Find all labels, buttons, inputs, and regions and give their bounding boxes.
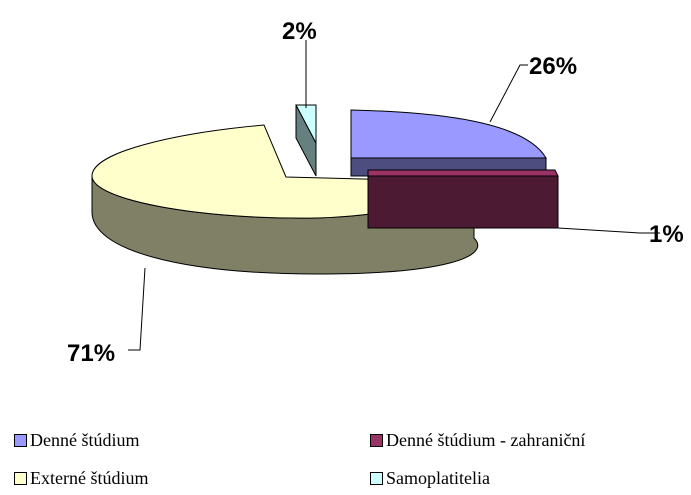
slice-denne-zahranicni — [367, 169, 559, 229]
legend-item-denne-studium: Denné štúdium — [14, 430, 140, 451]
legend-label-denne-zahranicni: Denné štúdium - zahraniční — [386, 430, 586, 450]
slice-samoplatitelia — [295, 104, 317, 177]
legend-item-denne-zahranicni: Denné štúdium - zahraniční — [370, 430, 585, 451]
data-label-samoplatitelia: 2% — [282, 18, 317, 45]
data-label-denne-studium: 26% — [529, 53, 577, 80]
leader-line-denne-studium — [489, 64, 528, 123]
data-label-denne-zahranicni: 1% — [649, 221, 684, 248]
slice-denne-zahranicni-side — [367, 175, 559, 229]
legend-label-denne-studium: Denné štúdium — [30, 430, 140, 450]
data-label-externe-studium: 71% — [67, 340, 115, 367]
slice-denne-zahranicni-top — [367, 169, 559, 177]
legend-swatch-externe-studium — [14, 472, 27, 485]
legend-swatch-denne-studium — [14, 434, 27, 447]
slice-denne-studium-top — [350, 109, 547, 159]
legend-item-externe-studium: Externé štúdium — [14, 468, 148, 489]
legend-label-samoplatitelia: Samoplatitelia — [386, 468, 490, 488]
legend-item-samoplatitelia: Samoplatitelia — [370, 468, 490, 489]
leader-line-externe-studium — [128, 267, 146, 351]
pie-chart: 2% 26% 1% 71% — [67, 18, 684, 367]
legend-label-externe-studium: Externé štúdium — [30, 468, 149, 488]
slice-denne-studium — [350, 109, 547, 177]
legend: Denné štúdium Denné štúdium - zahraniční… — [0, 420, 691, 495]
legend-swatch-denne-zahranicni — [370, 434, 383, 447]
slice-samoplatitelia-top — [295, 104, 317, 176]
leader-line-denne-zahranicni — [557, 227, 660, 234]
legend-swatch-samoplatitelia — [370, 472, 383, 485]
